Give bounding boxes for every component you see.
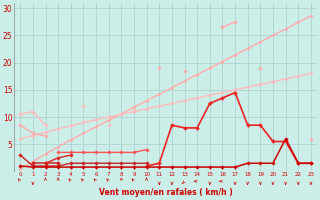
X-axis label: Vent moyen/en rafales ( km/h ): Vent moyen/en rafales ( km/h ) <box>99 188 232 197</box>
